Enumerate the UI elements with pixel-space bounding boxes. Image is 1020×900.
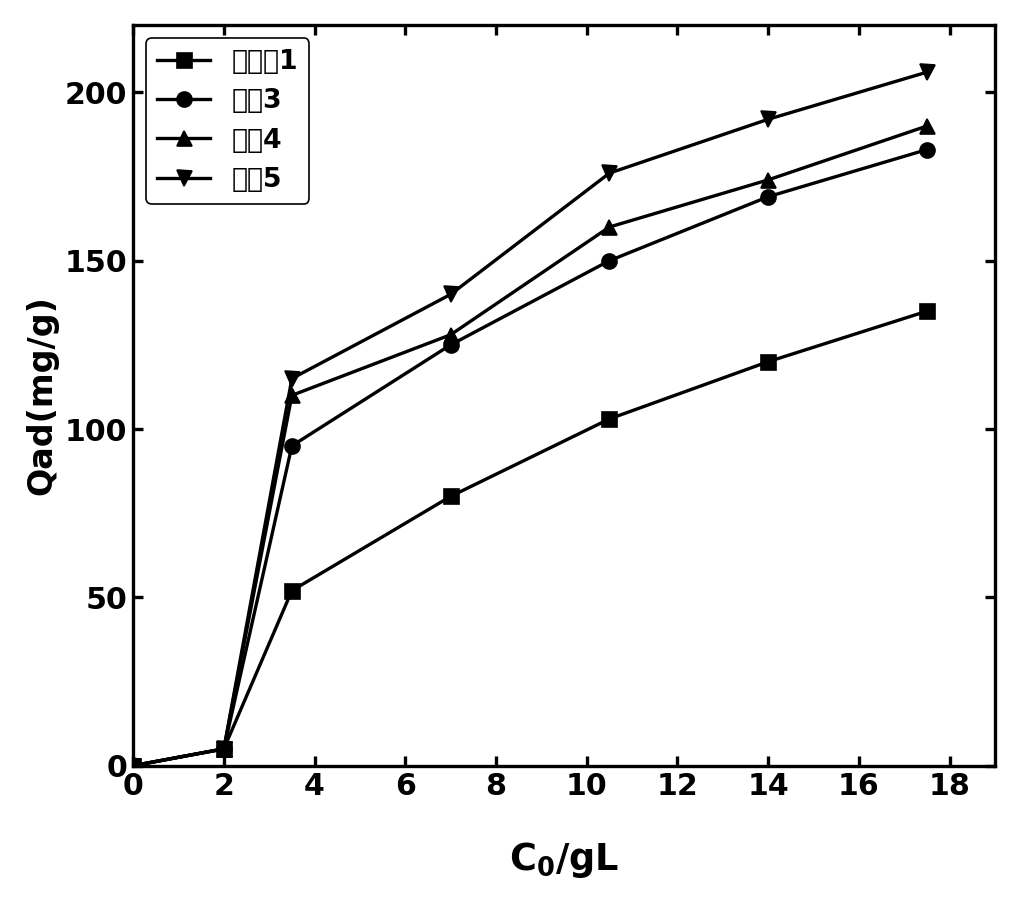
Y-axis label: Qad(mg/g): Qad(mg/g) xyxy=(26,295,58,495)
Line: 对比4: 对比4 xyxy=(125,119,934,773)
对比5 xyxy=(128,760,140,771)
实施例1 xyxy=(286,585,298,596)
实施例1 xyxy=(603,413,615,424)
Line: 对比5: 对比5 xyxy=(125,65,934,773)
对比4 xyxy=(762,175,774,185)
对比4 xyxy=(128,760,140,771)
Legend: 实施例1, 对比3, 对比4, 对比5: 实施例1, 对比3, 对比4, 对比5 xyxy=(147,39,309,203)
对比3 xyxy=(445,339,457,350)
对比4 xyxy=(603,221,615,232)
对比4 xyxy=(286,390,298,400)
Line: 对比3: 对比3 xyxy=(125,142,934,773)
对比5 xyxy=(762,114,774,125)
对比5 xyxy=(603,167,615,178)
对比5 xyxy=(921,67,933,77)
Line: 实施例1: 实施例1 xyxy=(125,303,934,773)
实施例1 xyxy=(762,356,774,367)
对比3 xyxy=(128,760,140,771)
对比5 xyxy=(445,289,457,300)
对比4 xyxy=(445,329,457,340)
对比4 xyxy=(921,121,933,131)
对比3 xyxy=(762,192,774,202)
Text: $\mathbf{C_0}$/gL: $\mathbf{C_0}$/gL xyxy=(509,840,619,880)
实施例1 xyxy=(128,760,140,771)
实施例1 xyxy=(217,743,230,754)
对比3 xyxy=(603,256,615,266)
对比5 xyxy=(217,743,230,754)
对比5 xyxy=(286,374,298,384)
对比3 xyxy=(921,144,933,155)
实施例1 xyxy=(445,491,457,502)
实施例1 xyxy=(921,306,933,317)
对比4 xyxy=(217,743,230,754)
对比3 xyxy=(217,743,230,754)
对比3 xyxy=(286,440,298,451)
